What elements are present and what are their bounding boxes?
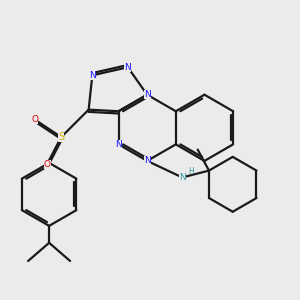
Text: N: N [89,71,96,80]
Text: N: N [115,140,122,149]
Text: O: O [44,160,51,169]
Text: S: S [58,132,64,142]
Text: N: N [144,156,151,165]
Text: O: O [32,115,38,124]
Text: N: N [124,63,131,72]
Text: N: N [144,90,151,99]
Text: N: N [179,173,186,182]
Text: H: H [188,167,194,176]
